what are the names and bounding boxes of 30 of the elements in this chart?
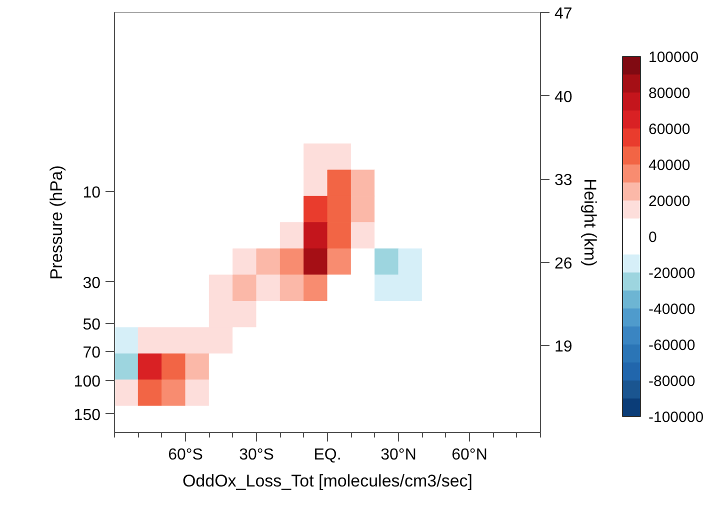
- y-tick-label: 50: [82, 316, 101, 334]
- y2-tick-label: 19: [554, 338, 572, 356]
- y-tick-label: 150: [74, 406, 101, 424]
- color-bar-label: 0: [648, 229, 657, 246]
- color-bar-label: -100000: [648, 409, 704, 426]
- x-tick-label: 60°S: [168, 446, 203, 464]
- x-tick-label: 30°S: [239, 446, 274, 464]
- color-bar-label: 40000: [648, 157, 690, 174]
- color-bar-label: 60000: [648, 121, 690, 138]
- color-bar-label: -80000: [648, 373, 696, 390]
- x-tick-label: 60°N: [452, 446, 488, 464]
- y2-tick-label: 33: [554, 172, 572, 190]
- y-tick-label: 30: [82, 274, 101, 292]
- y-axis-title: Pressure (hPa): [46, 165, 66, 280]
- color-bar-label: 20000: [648, 193, 690, 210]
- y-tick-label: 70: [82, 344, 101, 362]
- y2-axis-title: Height (km): [580, 178, 600, 266]
- color-bar-label: 80000: [648, 85, 690, 102]
- color-bar-label: -20000: [648, 265, 696, 282]
- color-bar-label: -40000: [648, 301, 696, 318]
- y2-tick-label: 26: [554, 255, 572, 272]
- y2-tick-label: 40: [554, 88, 572, 106]
- x-tick-label: EQ.: [314, 446, 342, 464]
- color-bar-label: -60000: [648, 337, 696, 354]
- x-tick-label: 30°N: [380, 446, 416, 464]
- y-tick-label: 100: [74, 374, 101, 391]
- color-bar-label: 100000: [648, 49, 699, 66]
- y2-tick-label: 47: [554, 6, 572, 22]
- y-tick-label: 10: [82, 184, 101, 202]
- x-axis-title: OddOx_Loss_Tot [molecules/cm3/sec]: [182, 472, 473, 490]
